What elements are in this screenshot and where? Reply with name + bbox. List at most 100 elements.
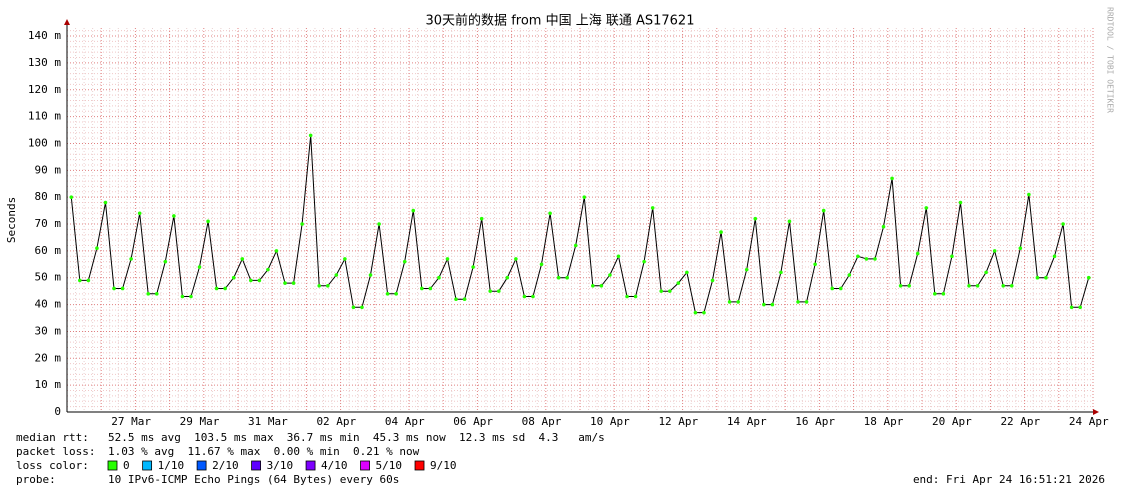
- median-point: [907, 283, 911, 288]
- stat-text: 52.5 ms avg 103.5 ms max 36.7 ms min 45.…: [108, 431, 605, 444]
- median-point: [394, 292, 398, 296]
- x-tick-label: 10 Apr: [590, 415, 630, 428]
- stat-label: packet loss:: [16, 445, 95, 458]
- median-point: [240, 257, 245, 261]
- median-point: [642, 259, 646, 264]
- median-point: [163, 259, 168, 264]
- median-point: [437, 275, 441, 280]
- median-point: [582, 195, 587, 199]
- median-point: [821, 208, 826, 213]
- y-tick-label: 90 m: [35, 163, 62, 176]
- median-point: [710, 278, 715, 283]
- median-point: [522, 294, 527, 299]
- end-text: end: Fri Apr 24 16:51:21 2026: [913, 473, 1105, 486]
- median-point: [95, 246, 99, 250]
- median-point: [873, 257, 877, 261]
- median-point: [787, 219, 792, 224]
- loss-text: 0: [123, 459, 130, 472]
- median-point: [984, 270, 988, 275]
- median-point: [146, 292, 151, 296]
- median-point: [351, 305, 356, 310]
- median-point: [599, 283, 604, 288]
- median-point: [975, 283, 980, 288]
- x-tick-label: 04 Apr: [385, 415, 425, 428]
- median-point: [377, 222, 381, 226]
- median-point: [1035, 275, 1040, 280]
- median-point: [86, 278, 91, 283]
- median-line: [70, 135, 1090, 314]
- stat-label: median rtt:: [16, 431, 89, 444]
- median-point: [770, 302, 775, 307]
- median-point: [762, 302, 766, 307]
- median-point: [385, 292, 390, 296]
- median-point: [1001, 283, 1006, 288]
- median-point: [1086, 275, 1091, 280]
- median-point: [736, 300, 740, 304]
- median-point: [1069, 305, 1074, 310]
- median-point: [667, 289, 672, 293]
- median-point: [428, 286, 433, 291]
- median-point: [650, 206, 655, 210]
- side-text: RRDTOOL / TOBI OETIKER: [1106, 7, 1115, 113]
- median-point: [137, 211, 142, 216]
- median-point: [591, 283, 595, 288]
- median-point: [214, 286, 219, 291]
- median-point: [343, 257, 347, 261]
- x-tick-label: 27 Mar: [111, 415, 151, 428]
- median-point: [257, 278, 262, 283]
- loss-text: 3/10: [267, 459, 294, 472]
- loss-swatch: [251, 460, 261, 471]
- median-point: [727, 300, 732, 304]
- median-point: [813, 262, 817, 267]
- median-point: [856, 254, 860, 259]
- median-point: [847, 273, 852, 277]
- median-point: [616, 254, 621, 259]
- median-point: [881, 224, 886, 229]
- median-point: [505, 275, 510, 280]
- median-point: [488, 289, 493, 293]
- median-point: [197, 265, 202, 269]
- loss-swatch: [196, 460, 207, 471]
- loss-label: loss color:: [16, 459, 89, 472]
- median-point: [915, 251, 920, 256]
- median-point: [565, 275, 569, 280]
- x-arrow: [1093, 409, 1099, 415]
- median-point: [933, 292, 937, 296]
- x-tick-label: 12 Apr: [658, 415, 698, 428]
- median-point: [1061, 222, 1065, 226]
- median-point: [685, 270, 689, 275]
- x-tick-label: 18 Apr: [864, 415, 904, 428]
- x-tick-label: 24 Apr: [1069, 415, 1109, 428]
- y-tick-label: 120 m: [28, 83, 61, 96]
- loss-text: 4/10: [321, 459, 348, 472]
- median-point: [804, 300, 809, 304]
- median-point: [958, 200, 963, 205]
- median-point: [924, 206, 929, 210]
- plot: [69, 133, 1091, 315]
- median-point: [1027, 192, 1031, 197]
- loss-swatch: [305, 460, 316, 471]
- median-point: [308, 133, 313, 138]
- median-point: [368, 273, 373, 277]
- y-tick-label: 100 m: [28, 136, 61, 149]
- median-point: [223, 286, 227, 291]
- median-point: [719, 230, 723, 234]
- median-point: [172, 214, 176, 218]
- loss-swatch: [107, 460, 118, 471]
- y-tick-label: 60 m: [35, 244, 62, 257]
- y-tick-label: 10 m: [35, 378, 62, 391]
- probe-text: 10 IPv6-ICMP Echo Pings (64 Bytes) every…: [108, 473, 399, 486]
- median-point: [1018, 246, 1023, 250]
- loss-text: 9/10: [430, 459, 457, 472]
- median-point: [1078, 305, 1082, 310]
- median-point: [1052, 254, 1057, 259]
- median-point: [864, 257, 869, 261]
- median-point: [274, 249, 279, 253]
- median-point: [189, 294, 193, 299]
- median-point: [462, 297, 467, 302]
- median-point: [334, 273, 339, 277]
- median-point: [154, 292, 159, 296]
- median-point: [78, 278, 82, 283]
- loss-swatch: [360, 460, 370, 471]
